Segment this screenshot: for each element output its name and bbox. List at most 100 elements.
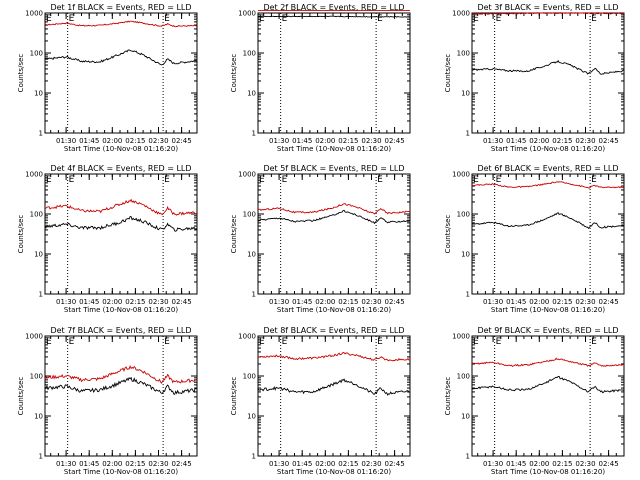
- y-tick-label: 1: [252, 130, 256, 138]
- y-tick-label: 1000: [452, 171, 470, 179]
- x-tick-label: 02:45: [172, 137, 192, 145]
- event-marker-label: E: [473, 14, 479, 24]
- x-tick-label: 01:30: [56, 460, 76, 468]
- x-tick-label: 01:45: [292, 137, 312, 145]
- plot-frame: [44, 173, 198, 295]
- y-tick-label: 10: [461, 413, 470, 421]
- y-axis-label: Counts/sec: [17, 215, 25, 254]
- x-tick-label: 02:30: [361, 298, 381, 306]
- event-marker-label: E: [259, 14, 265, 24]
- y-tick-label: 10: [461, 251, 470, 259]
- event-marker-label: E: [164, 14, 170, 24]
- series-line-lld: [471, 181, 625, 189]
- series-line-lld: [44, 198, 198, 216]
- series-line-events: [44, 49, 198, 66]
- series-line-events: [471, 375, 625, 394]
- event-marker-label: E: [282, 14, 288, 24]
- x-tick-label: 02:15: [338, 298, 358, 306]
- plot-frame: [257, 335, 411, 457]
- y-tick-label: 1000: [238, 171, 256, 179]
- y-tick-label: 100: [30, 50, 43, 58]
- y-axis-label: Counts/sec: [444, 215, 452, 254]
- x-tick-label: 02:00: [529, 298, 549, 306]
- x-tick-label: 02:15: [338, 460, 358, 468]
- x-tick-label: 02:15: [552, 298, 572, 306]
- event-marker-label: E: [46, 175, 52, 185]
- plot-frame: [44, 12, 198, 134]
- event-marker-label: E: [259, 337, 265, 347]
- x-tick-label: 02:15: [552, 137, 572, 145]
- event-marker-label: E: [377, 175, 383, 185]
- x-tick-label: 02:00: [315, 460, 335, 468]
- x-tick-label: 02:30: [575, 298, 595, 306]
- x-tick-label: 02:00: [102, 460, 122, 468]
- x-tick-label: 01:45: [79, 137, 99, 145]
- y-tick-label: 1: [39, 453, 43, 461]
- plot-frame: [44, 335, 198, 457]
- x-tick-label: 02:00: [102, 298, 122, 306]
- x-axis-label: Start Time (10-Nov-08 01:16:20): [277, 145, 391, 153]
- event-marker-label: E: [496, 14, 502, 24]
- x-tick-label: 02:00: [315, 137, 335, 145]
- y-tick-label: 10: [34, 90, 43, 98]
- y-tick-label: 100: [243, 373, 256, 381]
- y-tick-label: 1: [466, 291, 470, 299]
- panel-title: Det 8f BLACK = Events, RED = LLD: [263, 326, 404, 335]
- x-axis-label: Start Time (10-Nov-08 01:16:20): [64, 468, 178, 476]
- y-tick-label: 100: [30, 211, 43, 219]
- panel-title: Det 3f BLACK = Events, RED = LLD: [477, 3, 618, 12]
- y-axis-label: Counts/sec: [444, 377, 452, 416]
- y-tick-label: 1: [252, 291, 256, 299]
- panel-title: Det 5f BLACK = Events, RED = LLD: [263, 164, 404, 173]
- y-tick-label: 10: [34, 413, 43, 421]
- x-tick-label: 01:45: [292, 298, 312, 306]
- plot-frame: [257, 173, 411, 295]
- x-tick-label: 01:45: [506, 137, 526, 145]
- y-tick-label: 100: [243, 211, 256, 219]
- x-tick-label: 02:15: [125, 298, 145, 306]
- y-tick-label: 100: [457, 373, 470, 381]
- event-marker-label: E: [69, 175, 75, 185]
- plot-frame: [471, 173, 625, 295]
- x-tick-label: 02:00: [102, 137, 122, 145]
- y-tick-label: 10: [247, 413, 256, 421]
- detector-panel-4: Det 4f BLACK = Events, RED = LLD 1 10 100 10…: [17, 164, 198, 314]
- x-tick-label: 02:30: [361, 137, 381, 145]
- x-tick-label: 02:30: [148, 460, 168, 468]
- event-marker-label: E: [377, 14, 383, 24]
- event-marker-label: E: [591, 14, 597, 24]
- event-marker-label: E: [496, 175, 502, 185]
- panel-title: Det 4f BLACK = Events, RED = LLD: [50, 164, 191, 173]
- detector-panel-5: Det 5f BLACK = Events, RED = LLD 1 10 100 10…: [230, 164, 411, 314]
- event-marker-label: E: [591, 175, 597, 185]
- panel-title: Det 1f BLACK = Events, RED = LLD: [50, 3, 191, 12]
- series-line-lld: [257, 203, 411, 215]
- x-tick-label: 01:30: [269, 298, 289, 306]
- x-tick-label: 02:00: [315, 298, 335, 306]
- y-tick-label: 10: [34, 251, 43, 259]
- x-tick-label: 02:15: [125, 460, 145, 468]
- series-line-events: [471, 59, 625, 75]
- y-tick-label: 1000: [238, 333, 256, 341]
- x-axis-label: Start Time (10-Nov-08 01:16:20): [277, 306, 391, 314]
- y-tick-label: 100: [457, 50, 470, 58]
- y-axis-label: Counts/sec: [230, 54, 238, 93]
- x-tick-label: 01:45: [79, 298, 99, 306]
- x-tick-label: 02:45: [599, 460, 619, 468]
- x-axis-label: Start Time (10-Nov-08 01:16:20): [64, 306, 178, 314]
- y-tick-label: 1000: [452, 10, 470, 18]
- detector-panel-2: Det 2f BLACK = Events, RED = LLD 1 10 100 10…: [230, 3, 411, 153]
- panel-title: Det 2f BLACK = Events, RED = LLD: [263, 3, 404, 12]
- y-tick-label: 100: [457, 211, 470, 219]
- series-line-events: [257, 15, 411, 18]
- x-tick-label: 01:30: [483, 137, 503, 145]
- x-tick-label: 01:30: [483, 460, 503, 468]
- series-line-lld: [258, 351, 410, 362]
- x-tick-label: 02:45: [385, 137, 405, 145]
- x-tick-label: 01:30: [56, 137, 76, 145]
- x-tick-label: 02:45: [599, 298, 619, 306]
- y-tick-label: 1: [252, 453, 256, 461]
- series-line-lld: [471, 11, 625, 15]
- y-tick-label: 100: [30, 373, 43, 381]
